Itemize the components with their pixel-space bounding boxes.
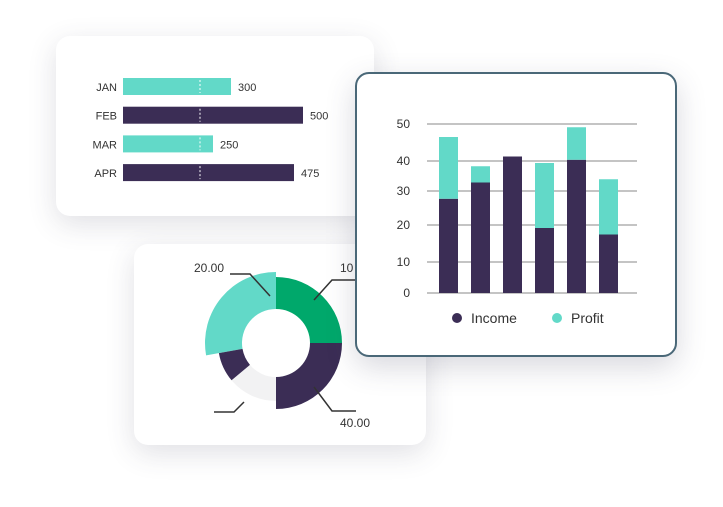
legend-label-profit: Profit (571, 310, 604, 326)
y-tick-0: 0 (403, 286, 410, 300)
leader-line-1 (230, 273, 271, 297)
column-2-profit (471, 166, 490, 183)
column-4-profit (535, 163, 554, 228)
monthly-bar-card: JAN 300 FEB 500 MAR 250 APR 475 (56, 36, 374, 216)
income-profit-card: 0 10 20 30 40 50 Income Profit (355, 72, 677, 357)
bar-apr (123, 164, 294, 182)
column-6-income (599, 234, 618, 293)
value-label-jan: 300 (238, 82, 256, 94)
donut-slice-3 (276, 343, 342, 409)
column-4-income (535, 228, 554, 293)
bar-feb (123, 106, 303, 124)
month-label-mar: MAR (93, 139, 118, 151)
donut-chart: 20.00 10 40.00 (194, 261, 370, 430)
value-label-mar: 250 (220, 139, 238, 151)
y-tick-50: 50 (397, 117, 411, 131)
slice-label-1: 20.00 (194, 261, 224, 275)
y-tick-20: 20 (397, 218, 411, 232)
month-label-apr: APR (94, 168, 117, 180)
value-label-apr: 475 (301, 168, 319, 180)
y-tick-10: 10 (397, 255, 411, 269)
donut-slice-4 (231, 364, 276, 401)
column-1-profit (439, 137, 458, 199)
month-label-jan: JAN (96, 82, 117, 94)
value-label-feb: 500 (310, 111, 328, 123)
stacked-column-chart: 0 10 20 30 40 50 Income Profit (397, 117, 637, 326)
column-5-income (567, 159, 586, 293)
donut-slice-1 (205, 272, 276, 356)
month-label-feb: FEB (96, 111, 117, 123)
column-2-income (471, 182, 490, 293)
horizontal-bar-chart: JAN 300 FEB 500 MAR 250 APR 475 (93, 78, 328, 182)
leader-line-2 (313, 279, 356, 301)
legend-swatch-income (452, 313, 462, 323)
legend-swatch-profit (552, 313, 562, 323)
slice-label-3: 40.00 (340, 416, 370, 430)
slice-label-2: 10 (340, 261, 354, 275)
y-tick-40: 40 (397, 154, 411, 168)
legend-label-income: Income (471, 310, 517, 326)
column-6-profit (599, 179, 618, 235)
bar-jan (123, 78, 231, 95)
donut-slice-2 (276, 277, 342, 343)
column-5-profit (567, 127, 586, 160)
bar-mar (123, 135, 213, 153)
leader-line-3 (313, 386, 356, 412)
leader-line-4 (214, 401, 245, 413)
column-1-income (439, 198, 458, 293)
donut-slice-5 (218, 348, 250, 381)
y-tick-30: 30 (397, 184, 411, 198)
column-3-income (503, 156, 522, 293)
